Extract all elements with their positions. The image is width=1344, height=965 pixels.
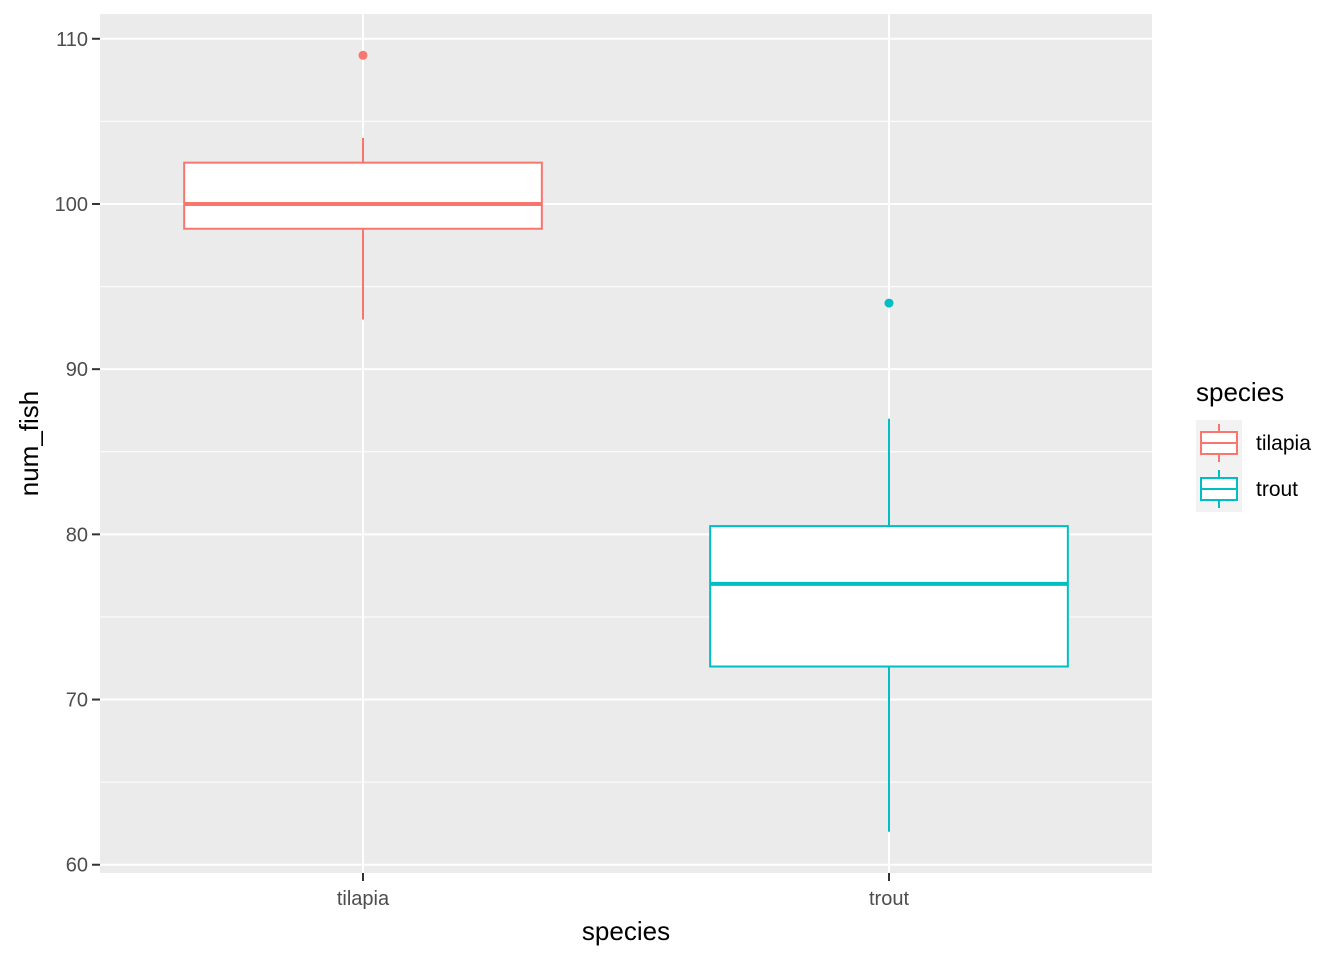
x-axis: tilapia trout <box>337 873 909 910</box>
y-tick-label: 100 <box>55 194 88 216</box>
box-tilapia <box>183 50 543 320</box>
legend-label: tilapia <box>1256 432 1311 455</box>
x-tick-label: trout <box>869 888 909 910</box>
y-tick-label: 80 <box>66 524 88 546</box>
legend-label: trout <box>1256 478 1298 501</box>
legend: species tilapia trout <box>1196 377 1311 512</box>
box-iqr <box>709 525 1069 668</box>
plot-panel <box>100 14 1152 873</box>
box-trout <box>709 298 1069 832</box>
x-tick-label: tilapia <box>337 888 390 910</box>
legend-title: species <box>1196 377 1284 407</box>
y-tick-label: 60 <box>66 855 88 877</box>
box-series <box>183 50 1069 832</box>
x-axis-title: species <box>582 916 670 946</box>
y-tick-label: 70 <box>66 690 88 712</box>
outlier-point <box>884 298 894 308</box>
outlier-point <box>358 50 368 60</box>
y-axis-title: num_fish <box>14 391 44 497</box>
box-iqr <box>183 161 543 230</box>
legend-item-trout: trout <box>1196 466 1298 512</box>
y-axis: 60 70 80 90 100 110 <box>55 29 100 877</box>
legend-item-tilapia: tilapia <box>1196 420 1311 466</box>
y-tick-label: 90 <box>66 359 88 381</box>
y-tick-label: 110 <box>56 29 88 51</box>
